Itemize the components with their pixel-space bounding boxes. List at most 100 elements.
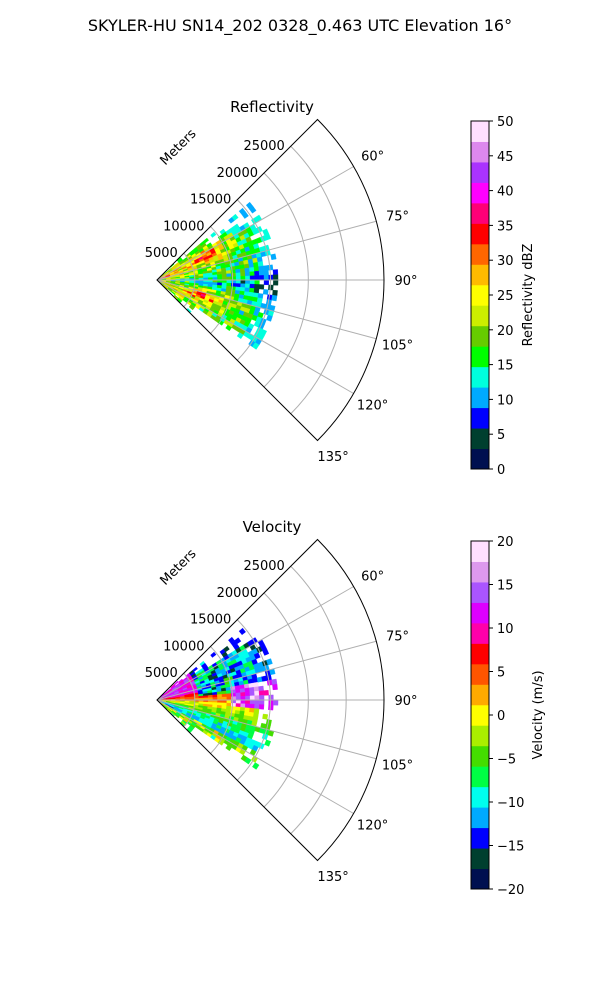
field-cell xyxy=(252,342,260,350)
field-cell xyxy=(273,279,279,286)
range-axis-label: Meters xyxy=(158,126,200,168)
colorbar-tick-label: 10 xyxy=(497,622,514,637)
field-cell xyxy=(174,713,180,719)
colorbar-segment xyxy=(471,745,489,767)
colorbar-tick-label: 20 xyxy=(497,324,514,339)
field-cell xyxy=(249,271,255,277)
field-cell xyxy=(245,279,251,285)
colorbar-segment xyxy=(471,202,489,224)
colorbar-segment xyxy=(471,848,489,870)
range-tick-label: 25000 xyxy=(243,139,284,154)
field-cell xyxy=(253,288,260,294)
reflectivity-panel: Reflectivity Meters 5000 10000 15000 20000 2… xyxy=(145,98,536,478)
field-cell xyxy=(254,279,260,285)
field-cell xyxy=(258,704,265,710)
colorbar-segment xyxy=(471,868,489,890)
field-cell xyxy=(240,275,246,281)
azimuth-line xyxy=(156,699,377,760)
field-cell xyxy=(203,237,210,244)
field-cell xyxy=(249,283,255,289)
colorbar-tick-label: 10 xyxy=(497,393,514,408)
field-cell xyxy=(235,692,241,697)
azimuth-line xyxy=(156,640,377,701)
azimuth-tick-label: 135° xyxy=(317,450,348,465)
azimuth-tick-label: 60° xyxy=(361,150,384,165)
range-tick-label: 5000 xyxy=(145,246,178,261)
colorbar-segment xyxy=(471,264,489,286)
field-cell xyxy=(262,289,269,295)
field-cell xyxy=(248,682,255,689)
colorbar-segment xyxy=(471,325,489,347)
velocity-panel: Velocity Meters 5000 10000 15000 20000 25000… xyxy=(145,518,546,898)
field-cell xyxy=(236,332,244,340)
field-cell xyxy=(249,687,255,693)
field-cell xyxy=(262,648,270,656)
sector-frame xyxy=(156,538,385,862)
polar-grid: 5000 10000 15000 20000 25000 60° 75° 90° 105° 120… xyxy=(145,538,418,885)
colorbar-tick-label: 35 xyxy=(497,219,514,234)
range-tick-label: 15000 xyxy=(190,613,231,628)
field-cell xyxy=(240,692,246,697)
colorbar-segment xyxy=(471,602,489,624)
colorbar-segment xyxy=(471,387,489,409)
field-cell xyxy=(263,274,269,281)
field-cell xyxy=(270,253,277,261)
field-cell xyxy=(266,658,273,666)
field-cell xyxy=(225,744,232,752)
colorbar-tick-label: 0 xyxy=(497,463,505,478)
field-cell xyxy=(188,305,195,311)
colorbar-segment xyxy=(471,243,489,265)
colorbar-segment xyxy=(471,581,489,603)
range-tick-label: 10000 xyxy=(163,220,204,235)
field-cell xyxy=(254,699,260,705)
field-cell xyxy=(273,699,279,706)
sector-frame xyxy=(156,118,385,442)
field-cell xyxy=(258,690,265,696)
field-cell xyxy=(272,269,279,276)
azimuth-line xyxy=(156,699,354,814)
field-cell xyxy=(244,283,251,289)
field-cell xyxy=(231,213,239,221)
azimuth-tick-label: 105° xyxy=(382,758,413,773)
azimuth-line xyxy=(156,279,354,394)
azimuth-line xyxy=(156,279,377,340)
azimuth-tick-label: 105° xyxy=(382,338,413,353)
field-cell xyxy=(235,268,241,274)
velocity-colorbar: −20 −15 −10 −5 0 5 10 15 20 xyxy=(470,535,524,898)
field-cell xyxy=(217,694,223,698)
azimuth-tick-label: 75° xyxy=(386,630,409,645)
field-cell xyxy=(238,627,246,636)
azimuth-line xyxy=(156,586,354,701)
reflectivity-field xyxy=(156,201,279,350)
range-tick-label: 20000 xyxy=(217,166,258,181)
colorbar-segment xyxy=(471,428,489,450)
field-cell xyxy=(249,703,255,709)
field-cell xyxy=(268,699,274,706)
field-cell xyxy=(235,688,241,694)
panel-title-reflectivity: Reflectivity xyxy=(230,98,314,116)
colorbar-segment xyxy=(471,684,489,706)
field-cell xyxy=(240,703,246,708)
field-cell xyxy=(248,262,255,269)
colorbar-tick-label: −10 xyxy=(497,796,524,811)
field-cell xyxy=(263,279,269,286)
azimuth-line xyxy=(156,220,377,281)
azimuth-line xyxy=(156,166,354,281)
field-cell xyxy=(244,703,251,709)
range-tick-label: 10000 xyxy=(163,640,204,655)
field-cell xyxy=(271,294,278,302)
range-tick-label: 25000 xyxy=(243,559,284,574)
field-cell xyxy=(239,268,246,273)
field-cell xyxy=(254,690,260,696)
colorbar-segment xyxy=(471,663,489,685)
colorbar-tick-label: 5 xyxy=(497,666,505,681)
field-cell xyxy=(252,762,260,770)
field-cell xyxy=(240,283,246,288)
field-cell xyxy=(226,270,232,275)
field-cell xyxy=(240,699,246,705)
field-cell xyxy=(212,694,218,698)
colorbar-segment xyxy=(471,541,489,562)
field-cell xyxy=(235,699,242,704)
field-cell xyxy=(249,691,255,697)
colorbar-segment xyxy=(471,305,489,327)
